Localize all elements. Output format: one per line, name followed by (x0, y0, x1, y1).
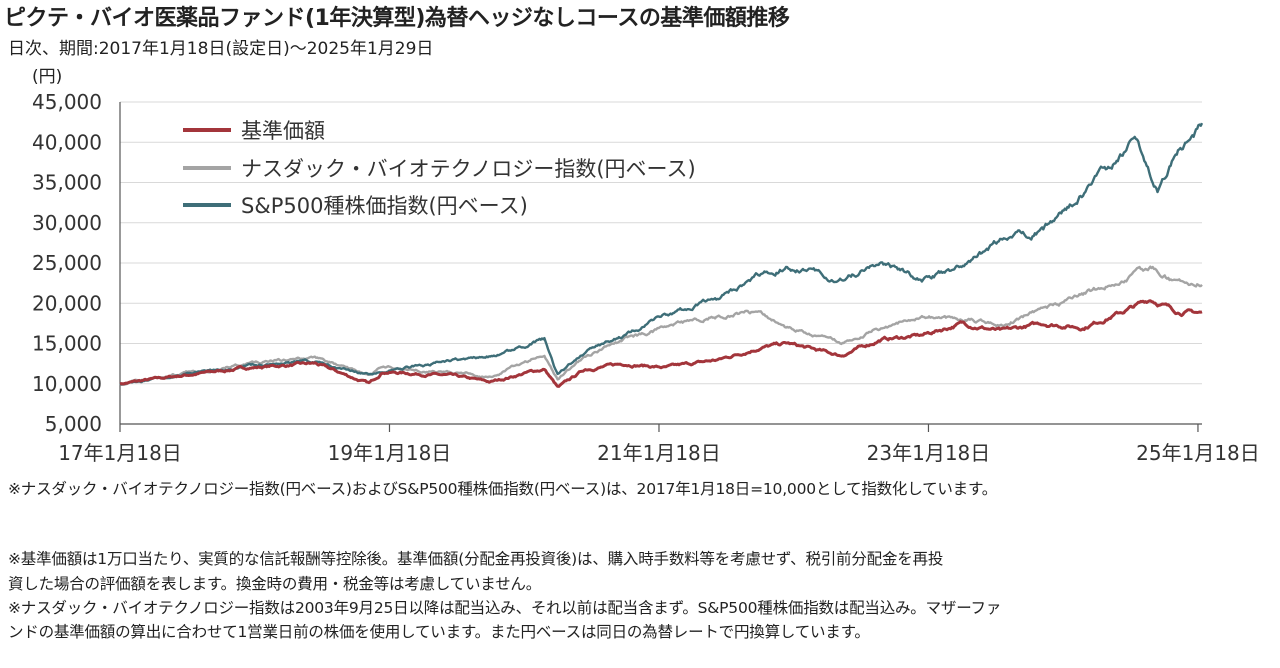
index-note-2-line-2: ンドの基準価額の算出に合わせて1営業日前の株価を使用しています。また円ベースは同… (8, 623, 870, 641)
y-tick-label: 35,000 (32, 171, 102, 195)
y-axis-ticks: 5,000 10,000 15,000 20,000 25,000 30,000 35,00… (32, 90, 102, 436)
x-tick-label: 19年1月18日 (328, 441, 452, 465)
index-note-2-line-1: ※ナスダック・バイオテクノロジー指数は2003年9月25日以降は配当込み、それ以… (8, 599, 1002, 617)
y-axis-unit: (円) (32, 67, 63, 87)
x-tick-label: 25年1月18日 (1136, 441, 1260, 465)
line-chart: 5,000 10,000 15,000 20,000 25,000 30,000 35,00… (32, 90, 1260, 465)
x-tick-label: 21年1月18日 (597, 441, 721, 465)
nav-note-line-2: 資した場合の評価額を表します。換金時の費用・税金等は考慮していません。 (8, 575, 542, 593)
legend-entry: ナスダック・バイオテクノロジー指数(円ベース) (241, 157, 696, 181)
y-tick-label: 40,000 (32, 130, 102, 154)
chart-series (119, 122, 1204, 388)
y-tick-label: 15,000 (32, 332, 102, 356)
index-note: ※ナスダック・バイオテクノロジー指数(円ベース)およびS&P500種株価指数(円… (8, 480, 998, 498)
y-tick-label: 45,000 (32, 90, 102, 114)
series-line (119, 265, 1203, 386)
y-tick-label: 5,000 (45, 412, 102, 436)
legend-entry: 基準価額 (241, 119, 325, 143)
x-tick-label: 17年1月18日 (58, 441, 182, 465)
series-line (119, 299, 1203, 388)
x-tick-label: 23年1月18日 (867, 441, 991, 465)
nav-note-line-1: ※基準価額は1万口当たり、実質的な信託報酬等控除後。基準価額(分配金再投資後)は… (8, 550, 944, 568)
y-tick-label: 25,000 (32, 251, 102, 275)
y-tick-label: 20,000 (32, 291, 102, 315)
y-tick-label: 30,000 (32, 211, 102, 235)
chart-grid (119, 101, 1202, 425)
y-tick-label: 10,000 (32, 372, 102, 396)
chart-subtitle: 日次、期間:2017年1月18日(設定日)〜2025年1月29日 (8, 39, 434, 59)
page-title: ピクテ・バイオ医薬品ファンド(1年決算型)為替ヘッジなしコースの基準価額推移 (4, 6, 790, 31)
legend-entry: S&P500種株価指数(円ベース) (241, 194, 528, 218)
series-line (119, 122, 1204, 386)
x-axis-ticks: 17年1月18日 19年1月18日 21年1月18日 23年1月18日 25年1月18日 (58, 424, 1260, 465)
